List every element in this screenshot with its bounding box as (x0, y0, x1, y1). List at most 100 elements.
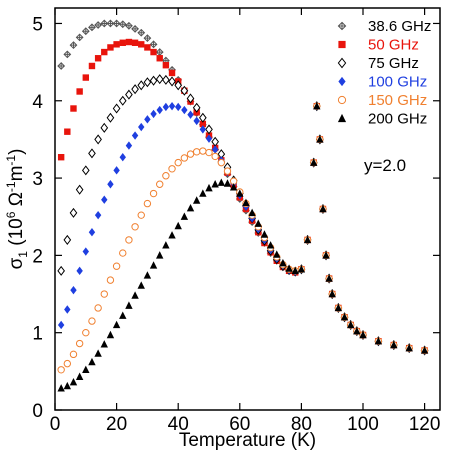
data-point (186, 150, 195, 158)
x-axis-title: Temperature (K) (179, 430, 316, 451)
data-point (211, 136, 219, 147)
data-point (156, 105, 163, 115)
data-point (119, 249, 127, 257)
legend-label: 38.6 GHz (368, 18, 431, 35)
data-point (70, 285, 77, 295)
data-point (310, 158, 318, 166)
data-point (420, 346, 429, 354)
legend-label: 50 GHz (368, 37, 419, 54)
data-point (94, 21, 103, 29)
data-point (168, 101, 176, 111)
data-point (125, 301, 133, 309)
data-point (285, 264, 293, 272)
data-point (63, 359, 72, 368)
data-point (405, 343, 413, 352)
data-point (69, 207, 78, 218)
x-tick-label: 100 (347, 414, 379, 435)
data-point (94, 210, 102, 220)
data-point (144, 115, 151, 124)
legend-marker (337, 95, 347, 105)
data-point (88, 148, 96, 159)
data-point (131, 223, 139, 231)
data-point (118, 95, 127, 106)
data-point (168, 76, 176, 87)
data-point (119, 153, 126, 162)
data-point (187, 110, 194, 119)
data-point (192, 196, 201, 204)
data-point (101, 195, 108, 204)
data-point (248, 208, 256, 217)
data-point (192, 102, 201, 113)
data-point (180, 212, 189, 220)
data-point (353, 326, 361, 335)
data-point (149, 189, 158, 198)
data-point (63, 50, 72, 59)
data-point (297, 265, 306, 273)
y-tick-label: 3 (32, 169, 43, 190)
y-tick-label: 1 (32, 324, 43, 345)
legend-marker (338, 76, 346, 87)
plot-frame (54, 7, 441, 411)
data-point (291, 266, 299, 275)
data-point (334, 303, 343, 312)
data-point (223, 179, 232, 187)
data-point (119, 39, 126, 46)
data-point (64, 128, 71, 135)
data-point (266, 241, 275, 249)
data-point (119, 311, 127, 319)
data-point (211, 180, 219, 188)
data-point (82, 365, 90, 373)
data-point (94, 349, 102, 357)
data-point (76, 266, 83, 276)
data-point (205, 148, 213, 157)
data-point (390, 340, 398, 349)
y-tick-labels: 0 1 2 3 4 5 (32, 14, 43, 422)
data-point (149, 75, 158, 86)
x-tick-label: 60 (229, 414, 250, 435)
annotation-y-value: y=2.0 (364, 156, 406, 175)
data-point (57, 265, 65, 276)
data-point (100, 19, 109, 28)
data-point (325, 274, 333, 282)
data-point (174, 80, 183, 91)
data-point (174, 221, 182, 230)
data-point (82, 247, 89, 256)
data-point (279, 258, 287, 267)
data-point (76, 88, 83, 95)
data-point (88, 227, 96, 237)
data-point (205, 183, 213, 192)
data-point (155, 74, 164, 85)
data-point (64, 305, 71, 314)
y-tick-label: 0 (32, 401, 43, 422)
data-point (186, 93, 195, 104)
data-point (175, 102, 182, 112)
data-point (254, 219, 262, 227)
data-point (236, 189, 244, 197)
data-marks (57, 19, 429, 392)
data-point (168, 165, 176, 173)
legend-marker (337, 113, 347, 123)
legend-label: 100 GHz (368, 74, 427, 91)
data-point (112, 103, 121, 114)
data-point (192, 148, 201, 156)
data-point (346, 320, 355, 329)
y-tick-label: 2 (32, 246, 43, 267)
data-point (106, 330, 115, 339)
data-point (106, 276, 115, 284)
data-point (118, 20, 127, 29)
data-point (217, 178, 226, 186)
data-point (156, 180, 164, 188)
data-point (131, 131, 139, 140)
x-tick-label: 40 (168, 414, 189, 435)
data-point (125, 236, 133, 244)
data-point (143, 77, 152, 88)
data-point (70, 105, 77, 112)
data-point (328, 289, 336, 298)
data-point (131, 291, 139, 299)
data-point (131, 84, 139, 95)
series-150-ghz (57, 102, 429, 374)
legend-marker (337, 21, 347, 31)
data-point (180, 154, 189, 162)
data-point (82, 328, 90, 337)
data-point (138, 122, 145, 132)
